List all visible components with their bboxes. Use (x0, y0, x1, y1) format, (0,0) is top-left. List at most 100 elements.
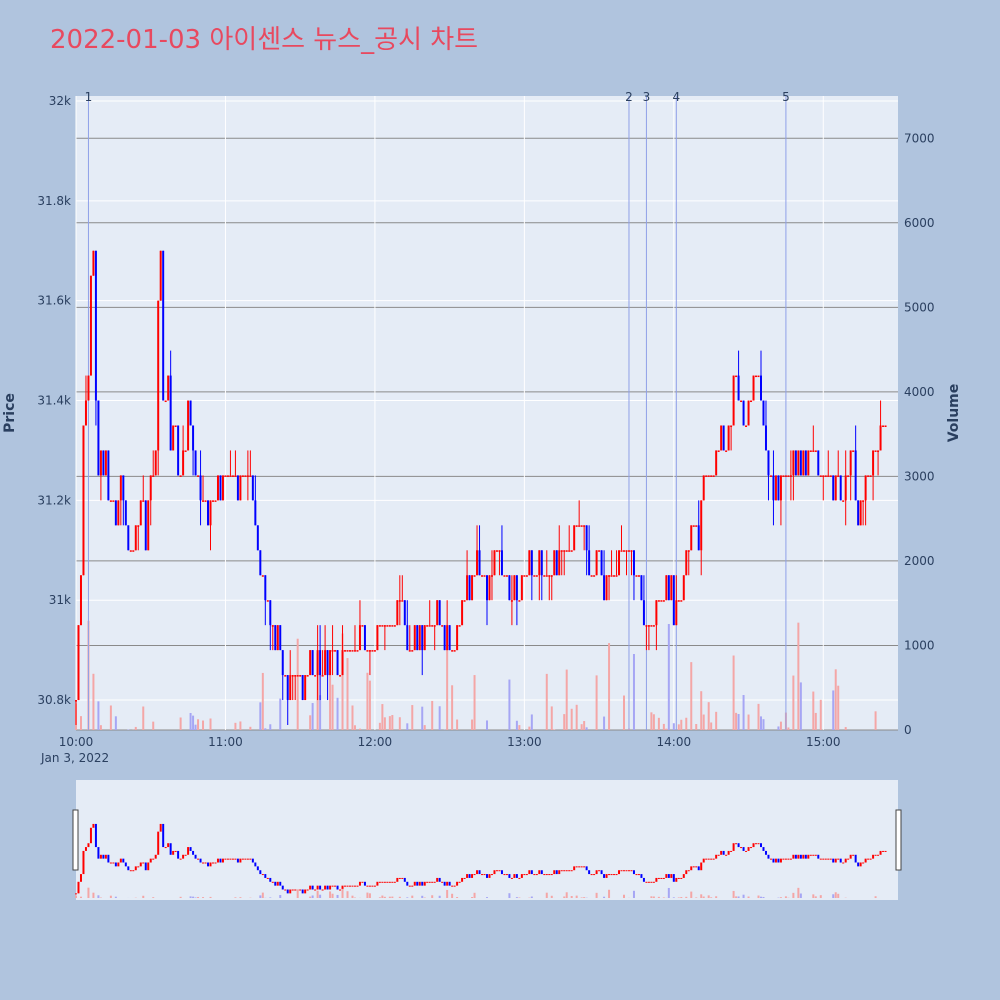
candle-body[interactable] (79, 575, 82, 626)
candle-body[interactable] (503, 575, 506, 577)
candle-body[interactable] (675, 600, 678, 626)
candle-body[interactable] (179, 475, 182, 477)
candle-body[interactable] (129, 550, 132, 552)
candle-body[interactable] (812, 450, 815, 452)
candle-body[interactable] (276, 625, 279, 651)
candle-body[interactable] (745, 425, 748, 427)
candle-body[interactable] (794, 450, 797, 476)
candle-body[interactable] (872, 450, 875, 476)
candle-body[interactable] (807, 450, 810, 476)
candle-body[interactable] (635, 575, 638, 577)
candle-body[interactable] (774, 475, 777, 501)
candle-body[interactable] (767, 450, 770, 476)
candle-body[interactable] (580, 525, 583, 527)
candle-body[interactable] (219, 475, 222, 501)
candle-body[interactable] (817, 450, 820, 476)
candle-body[interactable] (321, 675, 324, 677)
candle-body[interactable] (448, 625, 451, 651)
candle-body[interactable] (239, 475, 242, 501)
candle-body[interactable] (814, 450, 817, 452)
candle-body[interactable] (832, 475, 835, 501)
candle-body[interactable] (632, 550, 635, 576)
candle-body[interactable] (523, 575, 526, 577)
candle-body[interactable] (386, 625, 389, 627)
candle-body[interactable] (565, 550, 568, 552)
candle-body[interactable] (869, 475, 872, 477)
candle-body[interactable] (92, 250, 95, 276)
candle-body[interactable] (752, 375, 755, 401)
candle-body[interactable] (588, 550, 591, 576)
candle-body[interactable] (184, 450, 187, 452)
range-slider[interactable] (76, 780, 898, 900)
candle-body[interactable] (742, 400, 745, 426)
candle-body[interactable] (254, 500, 257, 526)
candle-body[interactable] (545, 575, 548, 577)
candle-body[interactable] (147, 500, 150, 551)
candle-body[interactable] (779, 475, 782, 501)
candle-body[interactable] (829, 475, 832, 477)
candle-body[interactable] (381, 625, 384, 627)
candle-body[interactable] (286, 675, 289, 701)
candle-body[interactable] (331, 650, 334, 652)
candle-body[interactable] (642, 600, 645, 626)
candle-body[interactable] (690, 525, 693, 551)
candle-body[interactable] (864, 475, 867, 501)
candle-body[interactable] (747, 400, 750, 426)
candle-body[interactable] (784, 475, 787, 477)
candle-body[interactable] (471, 575, 474, 601)
candle-body[interactable] (97, 400, 100, 476)
candle-body[interactable] (757, 375, 760, 378)
candle-body[interactable] (224, 475, 227, 477)
candle-body[interactable] (575, 525, 578, 527)
candle-body[interactable] (712, 475, 715, 477)
candle-body[interactable] (608, 575, 611, 577)
candle-body[interactable] (707, 475, 710, 477)
candle-body[interactable] (316, 650, 319, 676)
candle-body[interactable] (468, 575, 471, 601)
candle-body[interactable] (720, 425, 723, 451)
candle-body[interactable] (884, 425, 887, 427)
candle-body[interactable] (164, 400, 167, 403)
candle-body[interactable] (209, 500, 212, 526)
candle-body[interactable] (702, 475, 705, 501)
candle-body[interactable] (505, 575, 508, 577)
candle-body[interactable] (553, 550, 556, 576)
candle-body[interactable] (590, 575, 593, 577)
candle-body[interactable] (486, 575, 488, 601)
candle-body[interactable] (428, 625, 431, 627)
candle-body[interactable] (700, 500, 703, 551)
candle-body[interactable] (548, 575, 551, 577)
candle-body[interactable] (535, 575, 538, 577)
candle-body[interactable] (416, 625, 419, 651)
candle-body[interactable] (423, 625, 426, 651)
candle-body[interactable] (518, 600, 521, 602)
candle-body[interactable] (528, 550, 531, 576)
candle-body[interactable] (692, 525, 695, 527)
candle-body[interactable] (274, 625, 277, 651)
candle-body[interactable] (418, 625, 421, 651)
candle-body[interactable] (750, 400, 753, 403)
candle-body[interactable] (104, 450, 107, 476)
candle-body[interactable] (356, 650, 359, 652)
candle-body[interactable] (351, 650, 354, 652)
candle-body[interactable] (508, 575, 511, 601)
candle-body[interactable] (717, 450, 720, 452)
candle-body[interactable] (777, 475, 780, 501)
candle-body[interactable] (732, 375, 735, 426)
candle-body[interactable] (652, 625, 655, 627)
candle-body[interactable] (132, 550, 135, 552)
candle-body[interactable] (154, 450, 157, 476)
candle-body[interactable] (236, 475, 239, 501)
candle-body[interactable] (760, 375, 762, 401)
candle-body[interactable] (463, 600, 466, 602)
candle-body[interactable] (383, 625, 386, 627)
candle-body[interactable] (167, 375, 170, 401)
candle-body[interactable] (685, 550, 688, 576)
candle-body[interactable] (271, 625, 274, 627)
candle-body[interactable] (344, 650, 347, 652)
candle-body[interactable] (289, 675, 292, 701)
candle-body[interactable] (687, 550, 690, 552)
candle-body[interactable] (555, 550, 558, 576)
candle-body[interactable] (802, 450, 805, 476)
candle-body[interactable] (296, 675, 299, 677)
